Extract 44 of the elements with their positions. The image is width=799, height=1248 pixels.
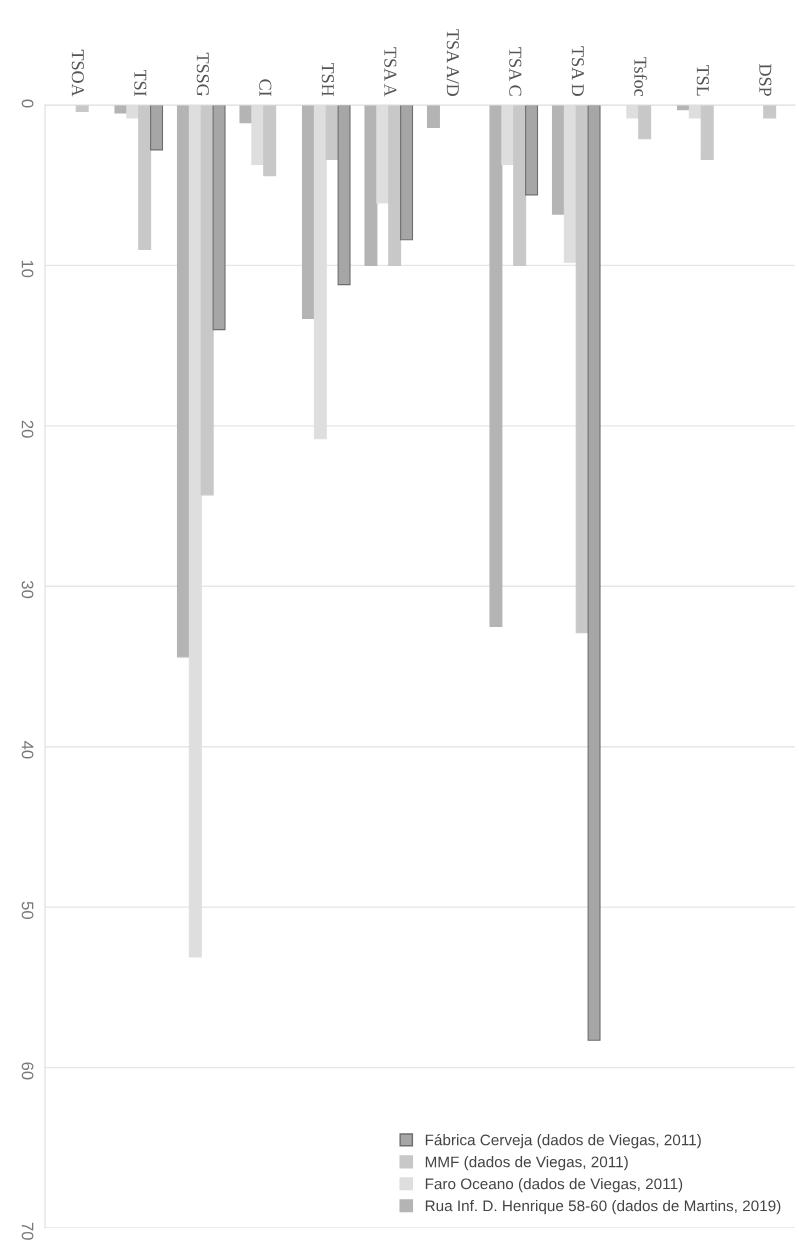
bar	[638, 105, 652, 140]
bar	[587, 105, 601, 1041]
bar	[138, 105, 152, 250]
bar	[700, 105, 714, 161]
y-tick-label: 0	[21, 99, 34, 108]
y-tick-label: 20	[21, 420, 34, 438]
bar	[763, 105, 777, 119]
bar	[337, 105, 351, 286]
x-tick-label: TSSG	[196, 52, 209, 97]
x-tick-label: CI	[259, 79, 272, 97]
y-tick-label: 10	[21, 260, 34, 278]
x-tick-label: TSA A	[384, 47, 397, 97]
bar	[388, 105, 402, 266]
bar	[263, 105, 277, 177]
legend-label: Rua Inf. D. Henrique 58-60 (dados de Martins, 2019)	[425, 1200, 781, 1215]
bar	[525, 105, 539, 196]
x-tick-label: TSA D	[571, 46, 584, 96]
y-tick-label: 40	[21, 741, 34, 759]
bar	[364, 105, 378, 266]
y-tick-label: 70	[21, 1222, 34, 1240]
y-tick-label: 50	[21, 901, 34, 919]
bar	[212, 105, 226, 331]
legend-label: MMF (dados de Viegas, 2011)	[425, 1156, 628, 1171]
x-tick-label: TSA A/D	[446, 29, 459, 96]
bar	[301, 105, 315, 319]
y-tick-label: 30	[21, 580, 34, 599]
y-tick-label: 60	[21, 1062, 34, 1080]
x-tick-label: TSL	[696, 64, 709, 96]
x-tick-label: TSH	[321, 62, 334, 97]
bar	[176, 105, 190, 658]
bar	[200, 105, 214, 496]
x-tick-label: DSP	[759, 64, 772, 96]
bar	[551, 105, 565, 215]
x-tick-label: TSA C	[509, 47, 522, 96]
x-tick-label: TSI	[134, 69, 147, 97]
bar	[426, 105, 440, 129]
legend-label: Faro Oceano (dados de Viegas, 2011)	[425, 1178, 683, 1193]
bar	[150, 105, 164, 151]
x-tick-label: TSOA	[71, 49, 84, 97]
bar	[489, 105, 503, 627]
x-tick-label: Tsfoc	[634, 57, 648, 97]
bar	[400, 105, 414, 241]
bar	[513, 105, 527, 266]
legend-label: Fábrica Cerveja (dados de Viegas, 2011)	[425, 1133, 701, 1149]
